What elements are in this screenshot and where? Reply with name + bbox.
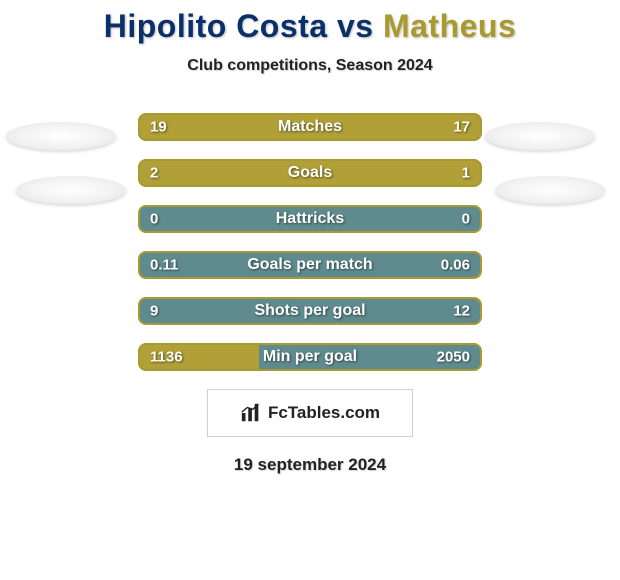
stat-row: 9 12Shots per goal	[138, 297, 482, 325]
decorative-ellipse	[6, 122, 116, 150]
stat-value-right: 0.06	[441, 257, 470, 274]
stat-value-right: 1	[462, 165, 470, 182]
stat-row: 0 0Hattricks	[138, 205, 482, 233]
stat-row: 11362050Min per goal	[138, 343, 482, 371]
stat-value-right: 2050	[437, 349, 470, 366]
stat-value-right: 12	[453, 303, 470, 320]
stat-value-left: 1136	[150, 349, 183, 366]
decorative-ellipse	[485, 122, 595, 150]
stat-bars: 1917Matches21Goals00Hattricks0.110.06Goa…	[138, 113, 482, 371]
decorative-ellipse	[16, 176, 126, 204]
stat-value-left: 0.11	[150, 257, 178, 274]
source-badge: FcTables.com	[207, 389, 413, 437]
stat-label: Hattricks	[140, 210, 480, 228]
bar-fill-left	[140, 161, 361, 185]
title-left: Hipolito Costa	[104, 8, 328, 44]
title-right: Matheus	[383, 8, 516, 44]
decorative-ellipse	[495, 176, 605, 204]
stat-value-left: 0	[150, 211, 158, 228]
stat-value-left: 19	[150, 119, 167, 136]
stat-label: Shots per goal	[140, 302, 480, 320]
title-vs: vs	[328, 8, 383, 44]
stat-row: 1917Matches	[138, 113, 482, 141]
page-title: Hipolito Costa vs Matheus	[0, 0, 620, 45]
stat-value-left: 9	[150, 303, 158, 320]
stat-row: 0.11 0.06Goals per match	[138, 251, 482, 279]
stat-value-right: 17	[453, 119, 470, 136]
stat-value-right: 0	[462, 211, 470, 228]
date-text: 19 september 2024	[0, 455, 620, 475]
chart-area: 1917Matches21Goals00Hattricks0.110.06Goa…	[0, 113, 620, 475]
stat-label: Goals per match	[140, 256, 480, 274]
subtitle: Club competitions, Season 2024	[0, 57, 620, 75]
stat-value-left: 2	[150, 165, 158, 182]
chart-icon	[240, 402, 262, 424]
stat-row: 21Goals	[138, 159, 482, 187]
badge-text: FcTables.com	[268, 403, 380, 423]
